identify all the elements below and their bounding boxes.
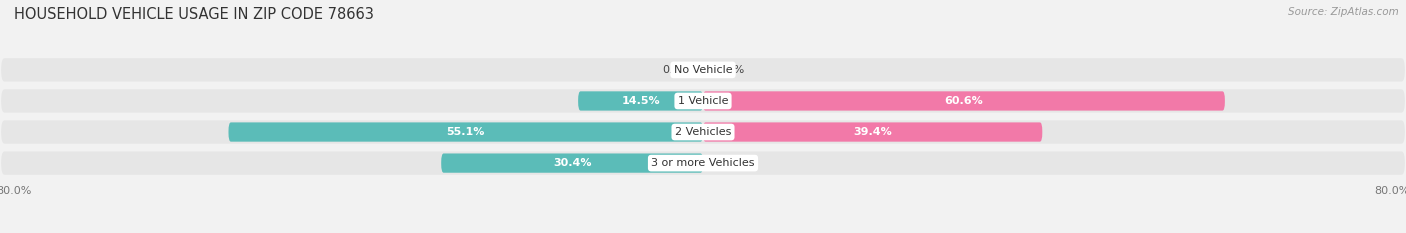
FancyBboxPatch shape [1,151,1405,175]
Text: 30.4%: 30.4% [553,158,592,168]
Text: 55.1%: 55.1% [447,127,485,137]
FancyBboxPatch shape [1,89,1405,113]
Text: No Vehicle: No Vehicle [673,65,733,75]
Text: 39.4%: 39.4% [853,127,891,137]
Text: HOUSEHOLD VEHICLE USAGE IN ZIP CODE 78663: HOUSEHOLD VEHICLE USAGE IN ZIP CODE 7866… [14,7,374,22]
FancyBboxPatch shape [703,122,1042,142]
FancyBboxPatch shape [703,91,1225,111]
Text: 0.0%: 0.0% [716,65,744,75]
FancyBboxPatch shape [229,122,703,142]
FancyBboxPatch shape [441,154,703,173]
FancyBboxPatch shape [1,58,1405,82]
Text: 2 Vehicles: 2 Vehicles [675,127,731,137]
Text: 14.5%: 14.5% [621,96,659,106]
Text: 0.0%: 0.0% [716,158,744,168]
Text: 3 or more Vehicles: 3 or more Vehicles [651,158,755,168]
Text: 0.0%: 0.0% [662,65,690,75]
FancyBboxPatch shape [578,91,703,111]
Text: 1 Vehicle: 1 Vehicle [678,96,728,106]
Text: Source: ZipAtlas.com: Source: ZipAtlas.com [1288,7,1399,17]
Text: 60.6%: 60.6% [945,96,983,106]
FancyBboxPatch shape [1,120,1405,144]
